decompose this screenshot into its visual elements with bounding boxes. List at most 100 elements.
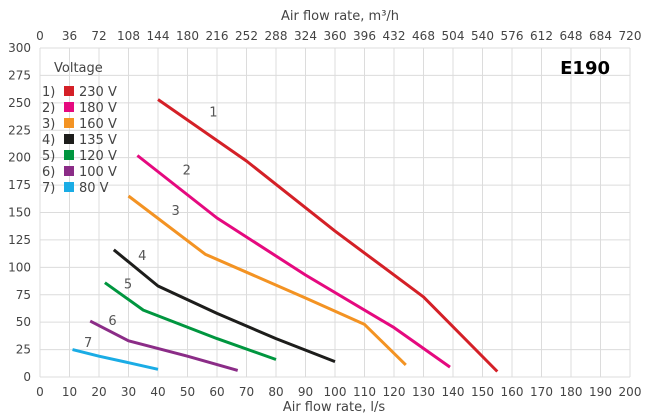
x-tick-label: 10	[62, 385, 77, 399]
x2-tick-label: 0	[36, 29, 44, 43]
legend-label: 180 V	[79, 101, 117, 116]
legend-label: 100 V	[79, 165, 117, 180]
x2-tick-label: 504	[442, 29, 465, 43]
x2-tick-label: 216	[206, 29, 229, 43]
series-lines	[72, 98, 499, 373]
legend-swatch	[64, 118, 74, 128]
x2-tick-label: 288	[265, 29, 288, 43]
legend-title: Voltage	[54, 61, 103, 76]
grid	[39, 47, 631, 378]
legend-number: 4)	[42, 133, 55, 148]
y-tick-label: 125	[8, 233, 31, 247]
x-tick-label: 160	[501, 385, 524, 399]
x-tick-label: 130	[412, 385, 435, 399]
top-x-axis-label: Air flow rate, m³/h	[281, 9, 399, 24]
x2-tick-label: 432	[383, 29, 406, 43]
x2-tick-label: 180	[176, 29, 199, 43]
x2-tick-label: 648	[560, 29, 583, 43]
legend-number: 7)	[42, 181, 55, 196]
legend-label: 230 V	[79, 85, 117, 100]
x2-tick-label: 468	[412, 29, 435, 43]
legend-number: 2)	[42, 101, 55, 116]
x2-tick-label: 720	[619, 29, 642, 43]
x2-tick-label: 612	[530, 29, 553, 43]
legend-number: 1)	[42, 85, 55, 100]
legend: Voltage 1) 230 V 2) 180 V 3) 160 V 4) 135 V 5) 12…	[42, 61, 117, 196]
legend-swatch	[64, 182, 74, 192]
y-axis-ticks: 0 25 50 75 100 125 150 175 200 225 250 275 300	[8, 41, 31, 384]
top-x-axis-ticks: 0 36 72 108 144 180 216 252 288 324 360 396 432 468 50…	[36, 29, 641, 43]
x-tick-label: 0	[36, 385, 44, 399]
x2-tick-label: 360	[324, 29, 347, 43]
x2-tick-label: 396	[353, 29, 376, 43]
series-label-2: 2	[183, 164, 191, 179]
y-tick-label: 150	[8, 206, 31, 220]
x2-tick-label: 324	[294, 29, 317, 43]
legend-swatch	[64, 134, 74, 144]
x-tick-label: 190	[589, 385, 612, 399]
series-line-4	[112, 248, 336, 363]
x2-tick-label: 36	[62, 29, 77, 43]
y-tick-label: 250	[8, 96, 31, 110]
y-tick-label: 275	[8, 68, 31, 82]
series-line-1	[157, 98, 499, 373]
legend-swatch	[64, 86, 74, 96]
y-tick-label: 75	[16, 288, 31, 302]
y-tick-label: 200	[8, 151, 31, 165]
x-tick-label: 170	[530, 385, 553, 399]
y-tick-label: 225	[8, 123, 31, 137]
x-tick-label: 110	[353, 385, 376, 399]
legend-swatch	[64, 102, 74, 112]
x2-tick-label: 252	[235, 29, 258, 43]
series-line-7	[72, 348, 159, 371]
series-labels: 1 2 3 45 6 7	[84, 105, 218, 351]
series-label-3: 3	[172, 204, 180, 219]
legend-swatch	[64, 166, 74, 176]
y-tick-label: 100	[8, 260, 31, 274]
x-axis-label: Air flow rate, l/s	[283, 400, 386, 415]
series-label-5: 5	[124, 277, 132, 292]
legend-number: 5)	[42, 149, 55, 164]
x2-tick-label: 108	[117, 29, 140, 43]
y-tick-label: 50	[16, 315, 31, 329]
series-line-6	[89, 319, 239, 372]
y-tick-label: 0	[23, 370, 31, 384]
chart-title: E190	[560, 58, 610, 79]
x2-tick-label: 540	[471, 29, 494, 43]
x2-tick-label: 72	[91, 29, 106, 43]
y-tick-label: 175	[8, 178, 31, 192]
x-tick-label: 200	[619, 385, 642, 399]
legend-swatch	[64, 150, 74, 160]
legend-label: 135 V	[79, 133, 117, 148]
x-tick-label: 150	[471, 385, 494, 399]
series-label-7: 7	[84, 336, 92, 351]
x2-tick-label: 576	[501, 29, 524, 43]
series-label-6: 6	[108, 314, 116, 329]
y-tick-label: 25	[16, 343, 31, 357]
y-tick-label: 300	[8, 41, 31, 55]
legend-label: 80 V	[79, 181, 109, 196]
x-tick-label: 120	[383, 385, 406, 399]
series-line-2	[136, 154, 451, 369]
legend-number: 3)	[42, 117, 55, 132]
legend-label: 160 V	[79, 117, 117, 132]
x-tick-label: 40	[150, 385, 165, 399]
legend-label: 120 V	[79, 149, 117, 164]
x-tick-label: 180	[560, 385, 583, 399]
x-axis-ticks: 0 10 20 30 40 50 60 70 80 90 100 110 120 130 140 150 160…	[36, 385, 641, 399]
x-tick-label: 80	[268, 385, 283, 399]
x-tick-label: 100	[324, 385, 347, 399]
series-label-1: 1	[209, 105, 217, 120]
x-tick-label: 50	[180, 385, 195, 399]
x-tick-label: 60	[209, 385, 224, 399]
x-tick-label: 70	[239, 385, 254, 399]
x-tick-label: 20	[91, 385, 106, 399]
x-tick-label: 30	[121, 385, 136, 399]
x2-tick-label: 144	[147, 29, 170, 43]
legend-number: 6)	[42, 165, 55, 180]
x-tick-label: 140	[442, 385, 465, 399]
series-line-3	[127, 194, 407, 366]
series-line-5	[104, 281, 277, 361]
x2-tick-label: 684	[589, 29, 612, 43]
